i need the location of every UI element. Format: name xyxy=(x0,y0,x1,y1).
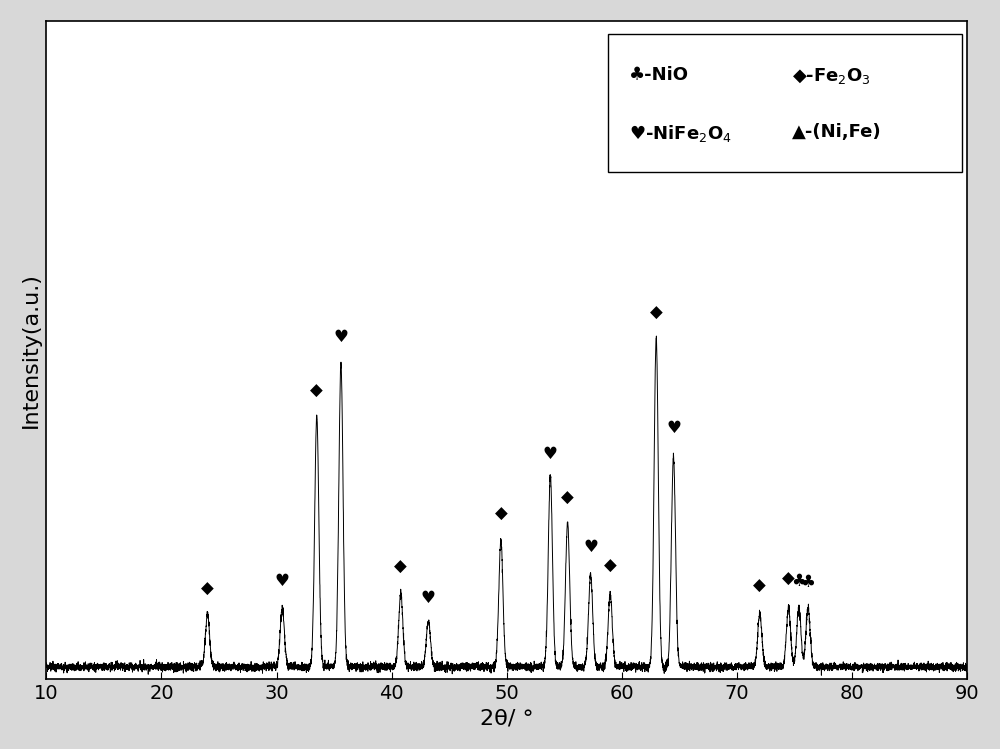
Text: ♥: ♥ xyxy=(543,445,558,463)
Text: ♥: ♥ xyxy=(275,571,290,589)
Text: ♥: ♥ xyxy=(421,589,436,607)
Y-axis label: Intensity(a.u.): Intensity(a.u.) xyxy=(21,272,41,428)
Text: ♣: ♣ xyxy=(791,572,806,590)
FancyBboxPatch shape xyxy=(608,34,962,172)
Text: ◆: ◆ xyxy=(782,570,795,588)
Text: ◆: ◆ xyxy=(561,489,574,507)
X-axis label: 2θ/ °: 2θ/ ° xyxy=(480,708,533,728)
Text: ◆: ◆ xyxy=(604,557,617,574)
Text: ♣: ♣ xyxy=(801,573,816,591)
Text: ◆: ◆ xyxy=(310,382,323,400)
Text: ♥: ♥ xyxy=(666,419,681,437)
Text: ◆: ◆ xyxy=(650,304,663,322)
Text: ♣-NiO: ♣-NiO xyxy=(629,66,689,84)
Text: ◆: ◆ xyxy=(494,505,507,523)
Text: ◆-Fe$_2$O$_3$: ◆-Fe$_2$O$_3$ xyxy=(792,66,871,86)
Text: ♥: ♥ xyxy=(583,539,598,557)
Text: ♥: ♥ xyxy=(334,328,348,346)
Text: ◆: ◆ xyxy=(394,558,407,576)
Text: ◆: ◆ xyxy=(201,580,214,598)
Text: ◆: ◆ xyxy=(753,577,766,595)
Text: ▲-(Ni,Fe): ▲-(Ni,Fe) xyxy=(792,123,882,141)
Text: ♥-NiFe$_2$O$_4$: ♥-NiFe$_2$O$_4$ xyxy=(629,123,732,144)
